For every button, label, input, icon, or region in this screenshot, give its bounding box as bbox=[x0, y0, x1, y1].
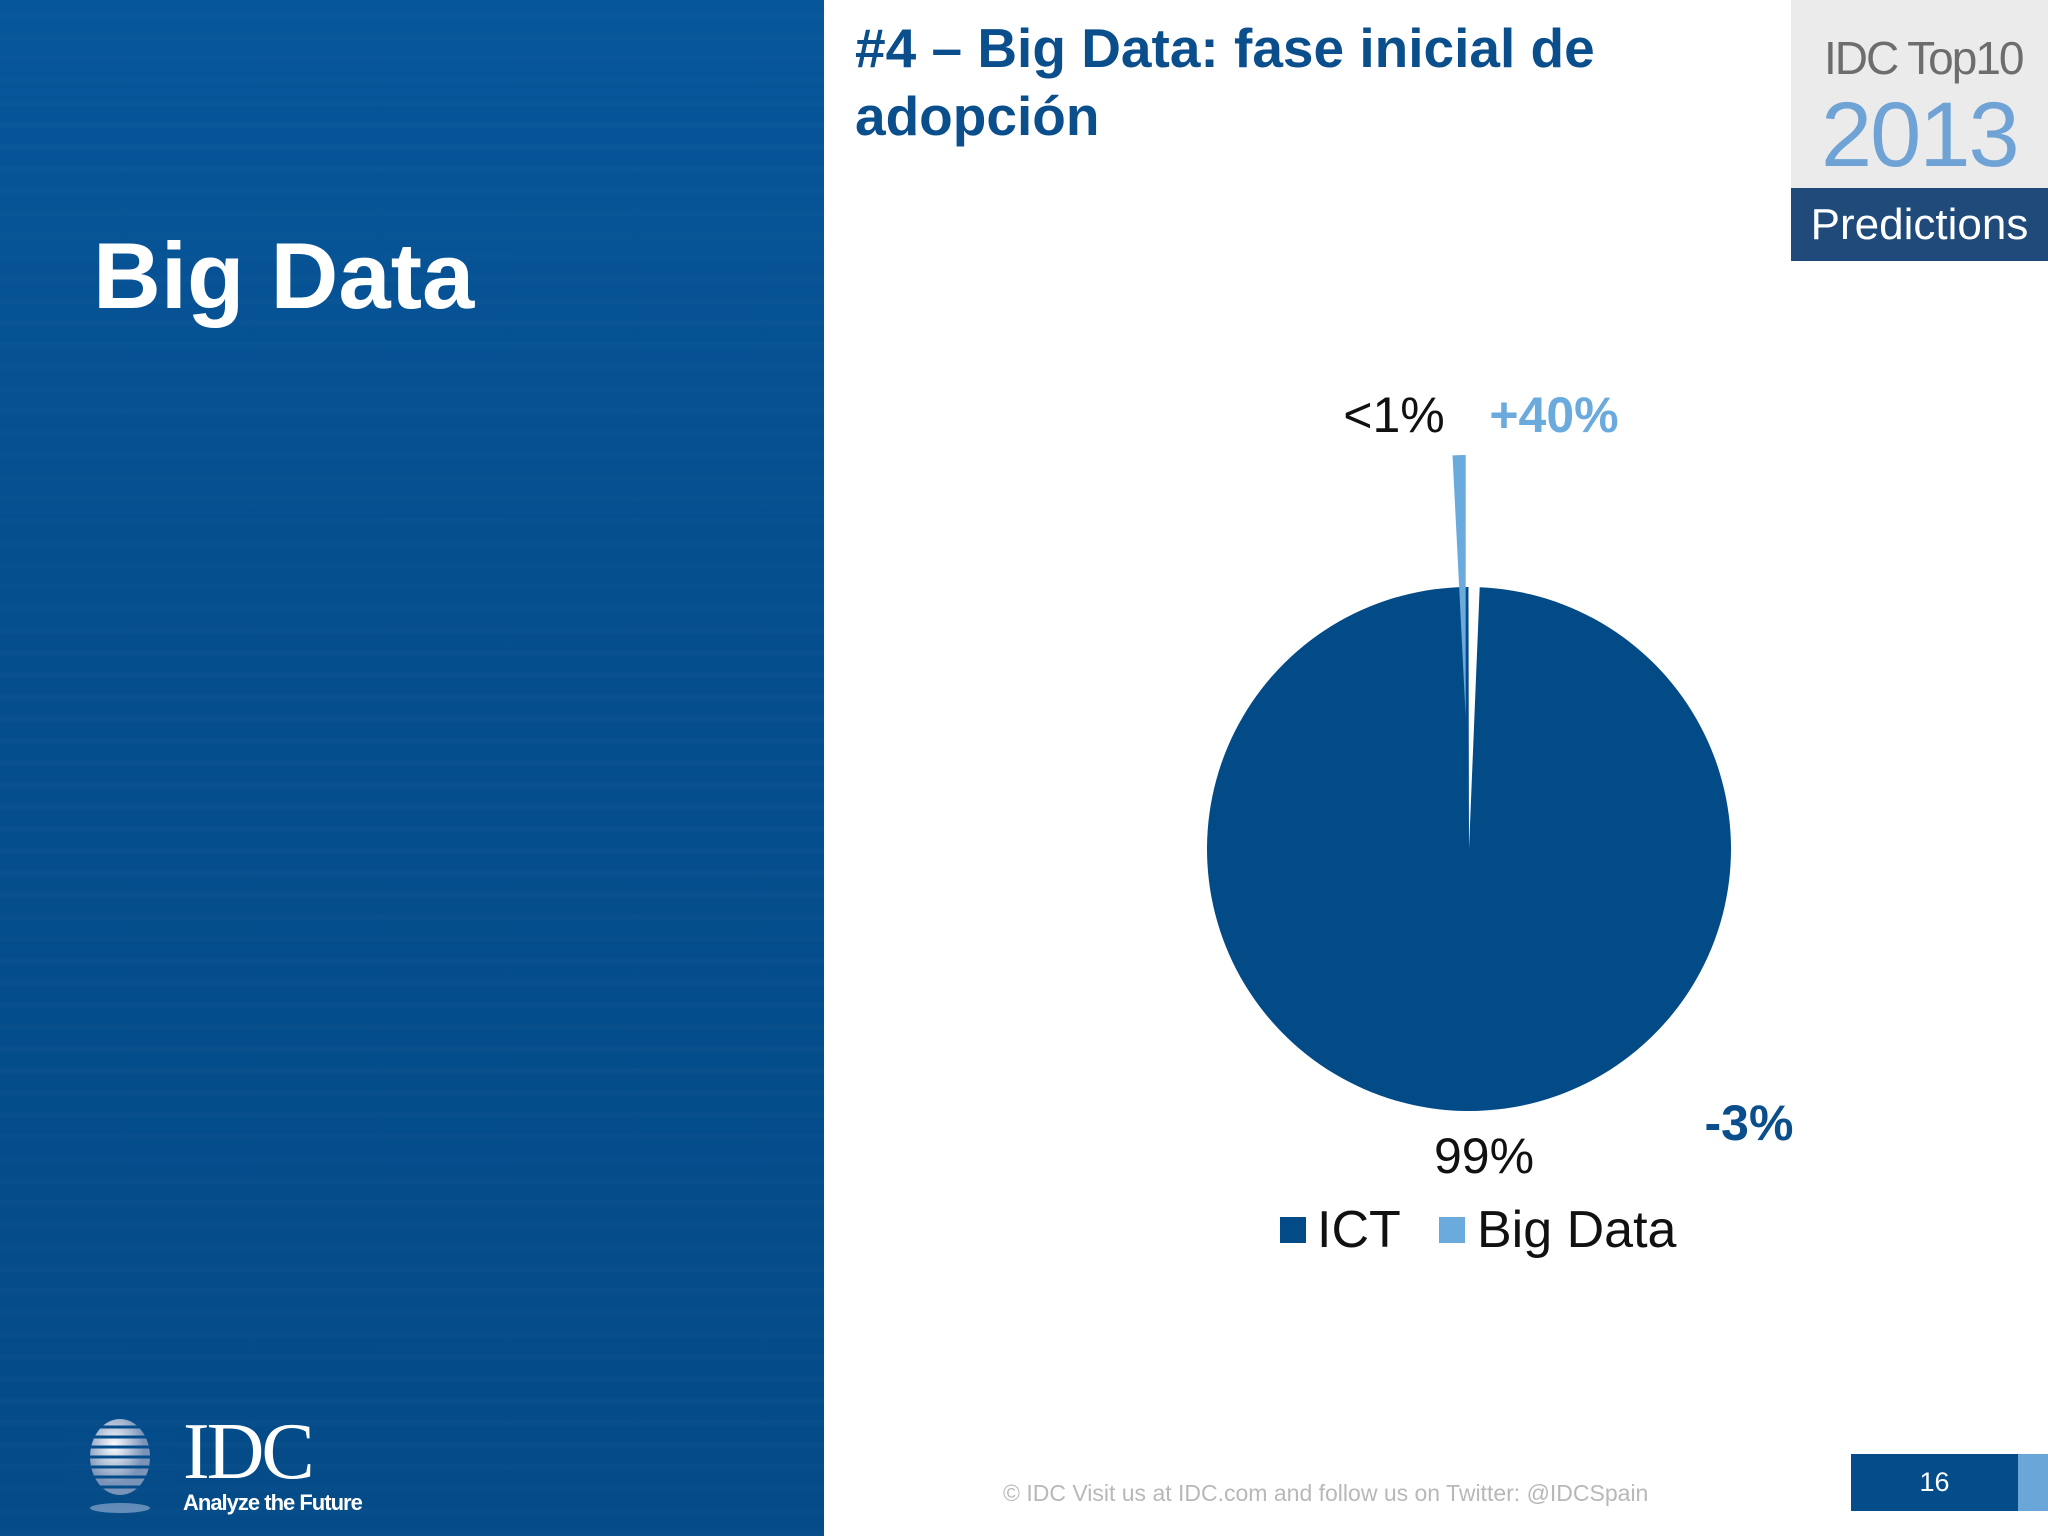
section-title: Big Data bbox=[93, 223, 475, 328]
badge-line1: IDC Top10 bbox=[1824, 32, 2025, 84]
section-panel: Big Data IDC Analyze the Future bbox=[0, 0, 824, 1536]
page-accent-strip bbox=[2018, 1454, 2048, 1511]
logo-tagline: Analyze the Future bbox=[183, 1490, 363, 1515]
page-number: 16 bbox=[1851, 1454, 2018, 1511]
data-label-big-data: <1% bbox=[1343, 387, 1444, 443]
footer-text: © IDC Visit us at IDC.com and follow us … bbox=[1003, 1480, 1649, 1506]
legend-swatch-ict bbox=[1280, 1217, 1306, 1243]
slide-heading: #4 – Big Data: fase inicial de adopción bbox=[855, 17, 1595, 147]
logo-text: IDC bbox=[183, 1408, 315, 1496]
badge-year: 2013 bbox=[1821, 84, 2020, 186]
idc-top10-badge: IDC Top10 2013 Predictions bbox=[1791, 0, 2048, 261]
pie-slice-big-data bbox=[1452, 455, 1466, 718]
legend-swatch-big-data bbox=[1439, 1217, 1465, 1243]
legend-label-big-data: Big Data bbox=[1477, 1201, 1677, 1259]
world-map-texture bbox=[0, 0, 824, 1536]
data-label-ict: 99% bbox=[1434, 1128, 1534, 1184]
legend-label-ict: ICT bbox=[1317, 1201, 1401, 1259]
pie-slice-ict bbox=[1207, 587, 1732, 1111]
globe-icon bbox=[65, 1419, 175, 1513]
badge-line3: Predictions bbox=[1791, 188, 2048, 261]
idc-logo: IDC Analyze the Future bbox=[65, 1408, 385, 1515]
growth-label-big-data: +40% bbox=[1489, 387, 1618, 443]
growth-label-ict: -3% bbox=[1705, 1095, 1794, 1151]
